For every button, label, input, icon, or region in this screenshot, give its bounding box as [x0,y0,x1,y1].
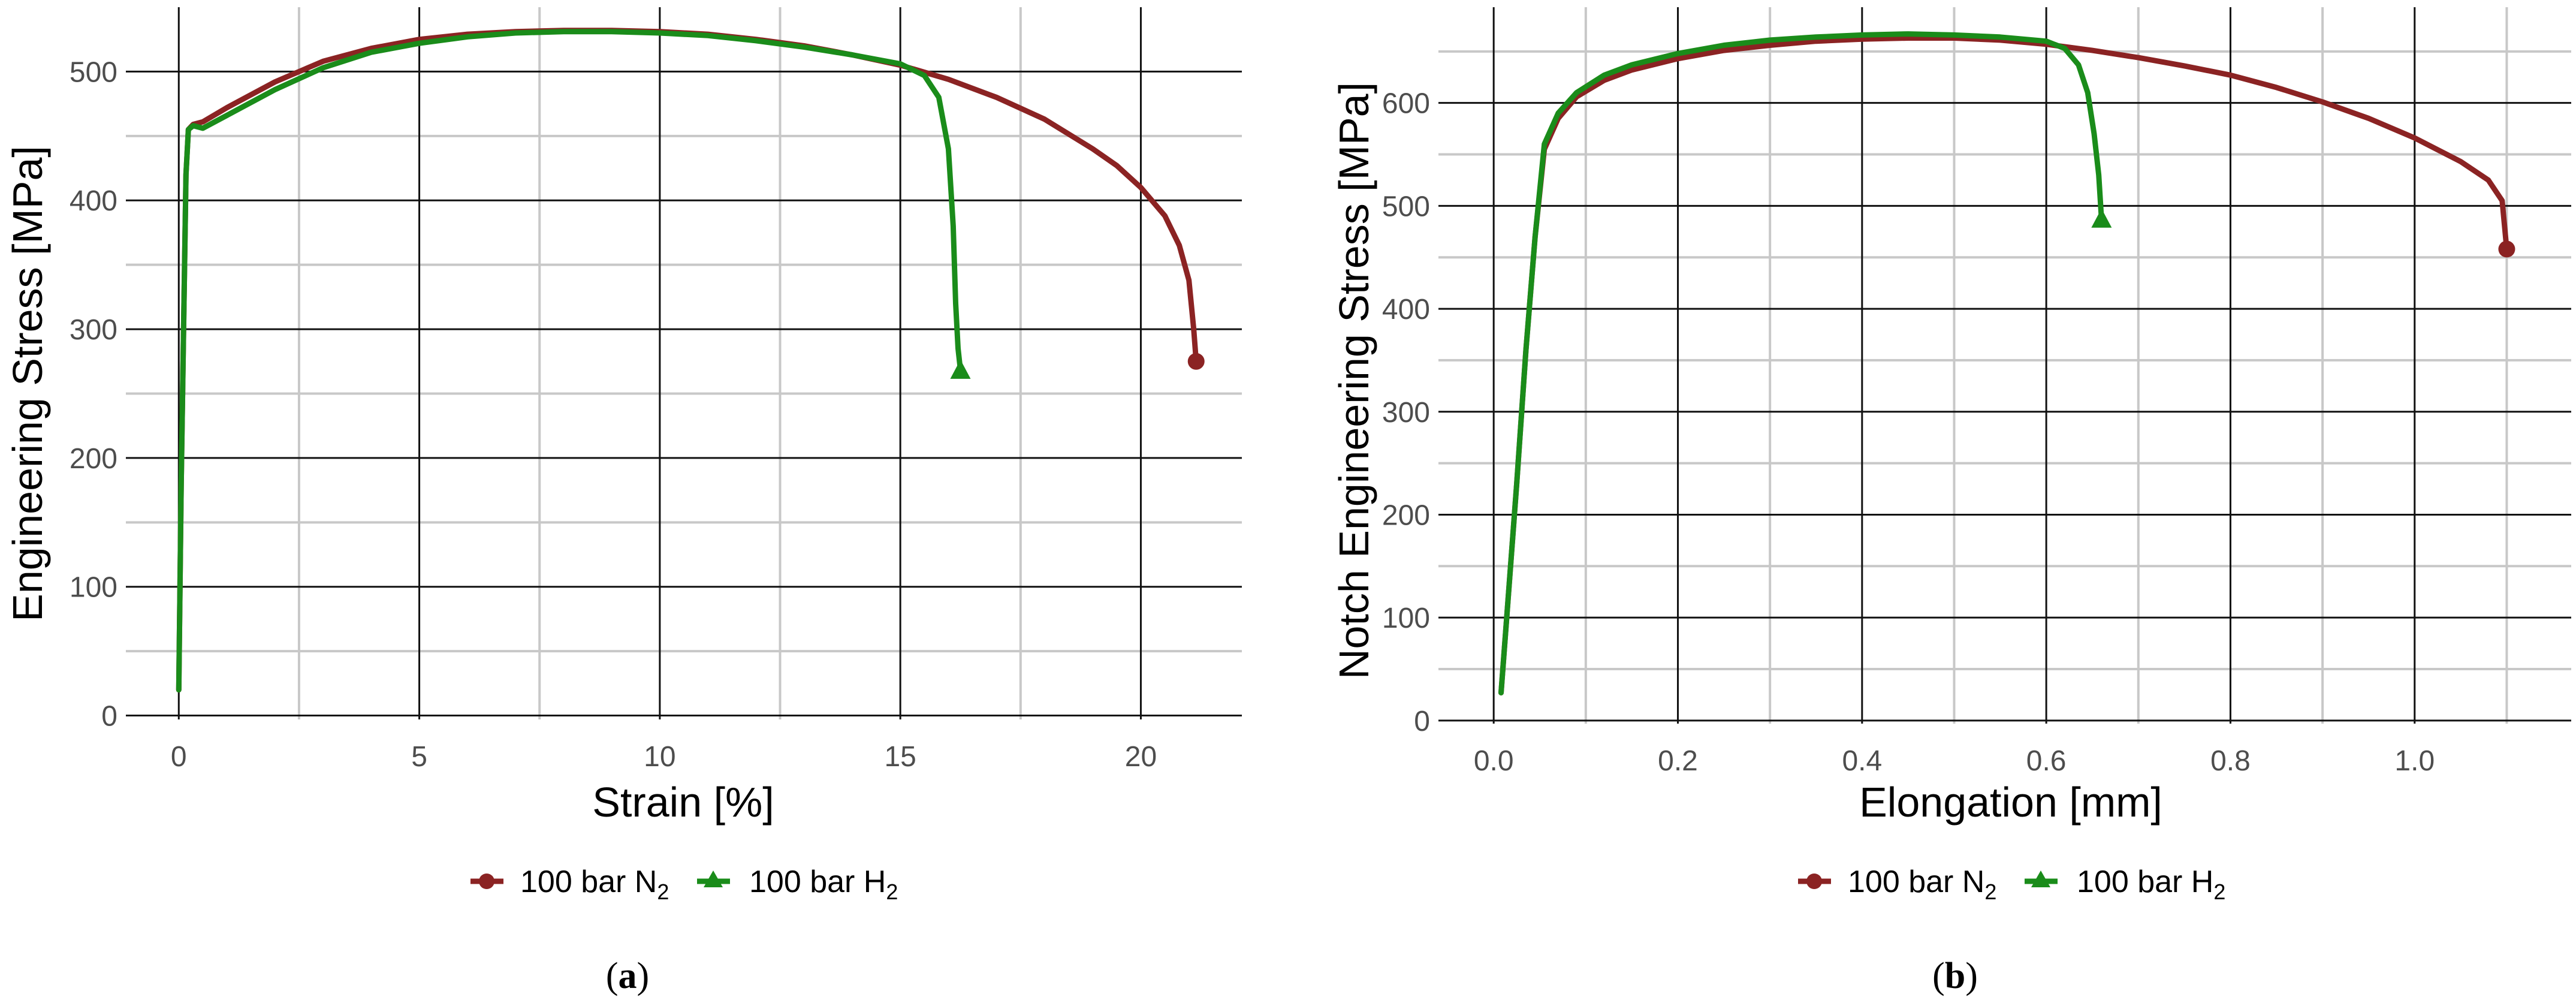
series-line-h2 [1498,31,2104,695]
y-tick-label: 400 [70,185,117,217]
y-tick-label: 0 [101,701,117,733]
series-line-n2 [1498,35,2509,695]
panel-a-label: (a) [606,956,649,996]
x-tick-label: 0.0 [1474,745,1514,777]
panel-b-label-letter: b [1945,956,1965,996]
legend-n2-text: 100 bar N [1848,865,1984,899]
x-axis-ticks: 0 5 10 15 20 [171,741,1157,773]
legend: 100 bar N2 100 bar H2 [1798,865,2225,904]
chart-panel-a: 0 5 10 15 20 0 100 200 300 400 500 Strain [%] Eng… [4,7,1242,996]
legend-h2-marker [2031,871,2050,887]
panel-a-label-letter: a [619,956,637,996]
x-tick-label: 5 [411,741,427,773]
series-line-n2 [176,28,1199,693]
end-marker-h2 [2091,208,2112,228]
y-tick-label: 100 [70,572,117,604]
legend-h2-subscript: 2 [2213,879,2225,904]
y-tick-label: 500 [70,56,117,88]
x-tick-label: 1.0 [2394,745,2435,777]
legend-h2-label: 100 bar H2 [2077,865,2225,904]
legend: 100 bar N2 100 bar H2 [470,865,898,904]
y-tick-label: 200 [70,443,117,475]
legend-n2-subscript: 2 [1984,879,1996,904]
y-tick-label: 600 [1382,88,1430,120]
y-axis-title: Engineering Stress [MPa] [4,146,51,622]
x-tick-label: 0.4 [1842,745,1882,777]
x-axis-ticks: 0.0 0.2 0.4 0.6 0.8 1.0 [1474,745,2435,777]
x-tick-label: 0.8 [2210,745,2251,777]
y-tick-label: 300 [1382,397,1430,429]
chart-panel-b: 0.0 0.2 0.4 0.6 0.8 1.0 0 100 200 300 400 500 600 E… [1331,7,2571,996]
legend-n2-text: 100 bar N [520,865,657,899]
end-marker-n2 [2498,240,2515,258]
series-layer [1498,31,2515,695]
x-axis-title: Elongation [mm] [1859,779,2162,826]
end-marker-n2 [1187,353,1205,370]
x-tick-label: 15 [884,741,916,773]
series-layer [176,28,1205,693]
y-tick-label: 300 [70,314,117,346]
panel-a-label-close: ) [637,956,650,996]
panel-a-label-open: ( [606,956,619,996]
grid [1438,7,2571,724]
panel-b-label: (b) [1932,956,1978,996]
grid [126,7,1242,719]
y-axis-ticks: 0 100 200 300 400 500 [70,56,117,732]
end-marker-h2 [950,359,971,379]
x-tick-label: 10 [644,741,675,773]
legend-h2-label: 100 bar H2 [749,865,898,904]
panel-b-label-close: ) [1965,956,1978,996]
legend-h2-text: 100 bar H [2077,865,2213,899]
legend-n2-subscript: 2 [657,879,669,904]
legend-n2-label: 100 bar N2 [520,865,669,904]
y-tick-label: 100 [1382,603,1430,634]
x-tick-label: 20 [1125,741,1157,773]
y-tick-label: 0 [1414,706,1430,737]
legend-h2-marker [704,871,723,887]
y-tick-label: 200 [1382,499,1430,531]
y-tick-label: 500 [1382,191,1430,222]
legend-h2-text: 100 bar H [749,865,886,899]
x-axis-title: Strain [%] [592,779,774,826]
x-tick-label: 0 [171,741,187,773]
legend-n2-label: 100 bar N2 [1848,865,1996,904]
y-axis-title: Notch Engineering Stress [MPa] [1331,82,1377,679]
legend-h2-subscript: 2 [886,879,898,904]
series-line-h2 [176,29,963,693]
panel-b-label-open: ( [1932,956,1945,996]
x-tick-label: 0.6 [2026,745,2067,777]
y-axis-ticks: 0 100 200 300 400 500 600 [1382,88,1430,737]
y-tick-label: 400 [1382,294,1430,326]
x-tick-label: 0.2 [1658,745,1698,777]
legend-n2-marker [1806,874,1822,889]
legend-n2-marker [479,874,494,889]
